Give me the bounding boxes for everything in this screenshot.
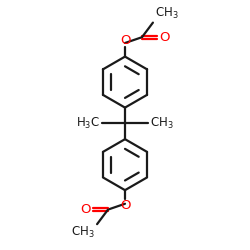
Text: H$_3$C: H$_3$C xyxy=(76,116,100,131)
Text: O: O xyxy=(120,200,130,212)
Text: O: O xyxy=(120,34,130,48)
Text: CH$_3$: CH$_3$ xyxy=(155,6,178,22)
Text: O: O xyxy=(159,31,170,44)
Text: CH$_3$: CH$_3$ xyxy=(150,116,174,131)
Text: CH$_3$: CH$_3$ xyxy=(72,225,95,240)
Text: O: O xyxy=(80,203,91,216)
